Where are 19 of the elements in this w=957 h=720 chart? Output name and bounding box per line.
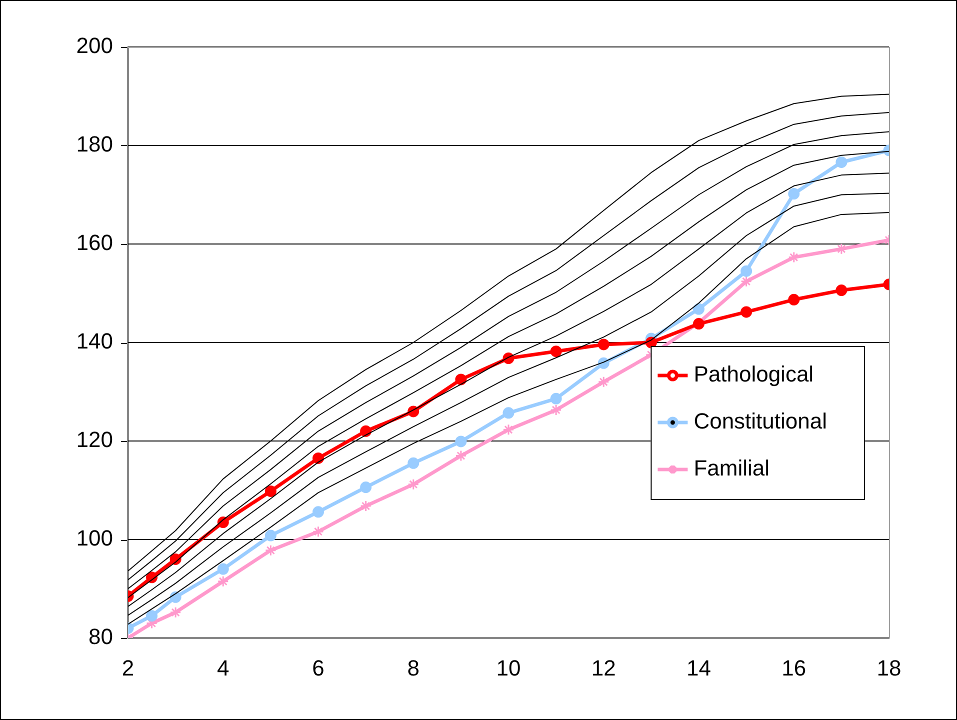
x-tick-label: 18 xyxy=(876,655,902,680)
legend-label: Constitutional xyxy=(694,408,828,434)
x-tick-label: 6 xyxy=(312,655,324,680)
y-tick-label: 80 xyxy=(88,624,113,650)
y-tick-label: 120 xyxy=(76,427,113,452)
x-tick-label: 14 xyxy=(686,655,711,680)
y-tick-label: 160 xyxy=(76,230,113,256)
y-tick-label: 200 xyxy=(76,33,113,58)
x-tick-label: 2 xyxy=(122,655,134,680)
y-tick-label: 100 xyxy=(76,526,113,551)
y-tick-label: 180 xyxy=(76,132,113,157)
legend-label: Pathological xyxy=(694,362,814,387)
legend-label: Familial xyxy=(694,456,770,481)
x-tick-label: 10 xyxy=(496,655,521,680)
x-tick-label: 12 xyxy=(591,655,616,680)
x-tick-label: 16 xyxy=(782,655,806,680)
y-tick-label: 140 xyxy=(76,328,113,354)
x-tick-label: 4 xyxy=(217,655,230,680)
x-tick-label: 8 xyxy=(407,655,420,680)
